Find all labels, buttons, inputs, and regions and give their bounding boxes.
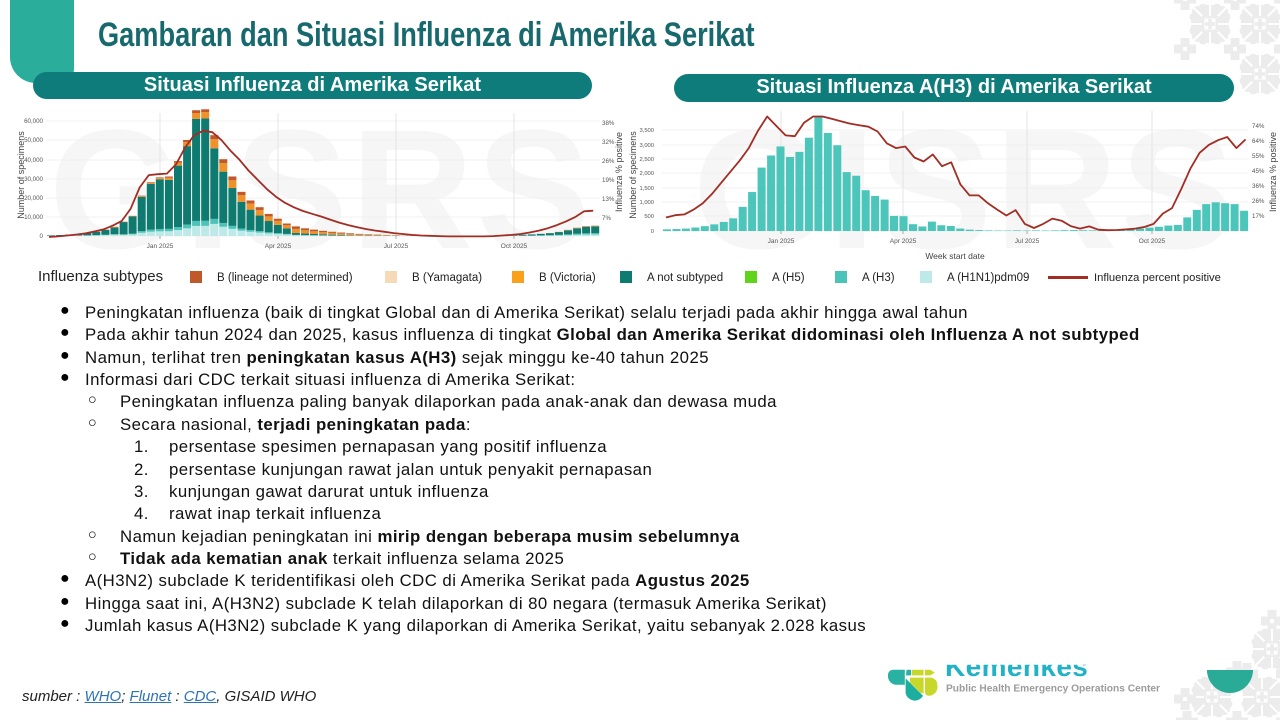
svg-text:50,000: 50,000 [24,137,43,144]
svg-text:13%: 13% [602,196,615,203]
svg-text:Jan 2025: Jan 2025 [147,243,174,250]
svg-text:Jul 2025: Jul 2025 [384,243,409,250]
svg-text:20,000: 20,000 [24,195,43,202]
svg-text:26%: 26% [1252,198,1265,205]
svg-text:32%: 32% [602,139,615,146]
svg-text:36%: 36% [1252,183,1265,190]
svg-text:30,000: 30,000 [24,176,43,183]
svg-text:GISRS: GISRS [49,105,593,260]
svg-text:0: 0 [651,229,654,235]
svg-text:60,000: 60,000 [24,118,43,125]
svg-text:Kemenkes: Kemenkes [945,651,1088,682]
svg-text:2,500: 2,500 [639,157,654,163]
svg-text:Oct 2025: Oct 2025 [1139,238,1166,245]
svg-text:0: 0 [40,233,44,240]
svg-text:55%: 55% [1252,153,1265,160]
svg-text:Apr 2025: Apr 2025 [265,243,292,250]
svg-text:40,000: 40,000 [24,157,43,164]
svg-text:Oct 2025: Oct 2025 [501,243,528,250]
svg-text:Jan 2025: Jan 2025 [768,238,795,245]
svg-text:26%: 26% [602,158,615,165]
svg-text:Apr 2025: Apr 2025 [890,238,917,245]
svg-text:Jul 2025: Jul 2025 [1015,238,1040,245]
svg-text:Public Health Emergency Operat: Public Health Emergency Operations Cente… [946,684,1160,695]
svg-text:Week start date: Week start date [925,251,985,261]
svg-text:38%: 38% [602,120,615,127]
svg-text:10,000: 10,000 [24,214,43,221]
svg-text:500: 500 [644,214,654,220]
svg-text:45%: 45% [1252,168,1265,175]
svg-text:3,000: 3,000 [639,143,654,149]
svg-text:1,500: 1,500 [639,186,654,192]
svg-text:19%: 19% [602,177,615,184]
svg-text:1,000: 1,000 [639,200,654,206]
svg-text:2,000: 2,000 [639,171,654,177]
svg-text:7%: 7% [602,215,611,222]
svg-text:3,500: 3,500 [639,128,654,134]
svg-text:74%: 74% [1252,123,1265,130]
svg-text:64%: 64% [1252,138,1265,145]
svg-text:17%: 17% [1252,213,1265,220]
